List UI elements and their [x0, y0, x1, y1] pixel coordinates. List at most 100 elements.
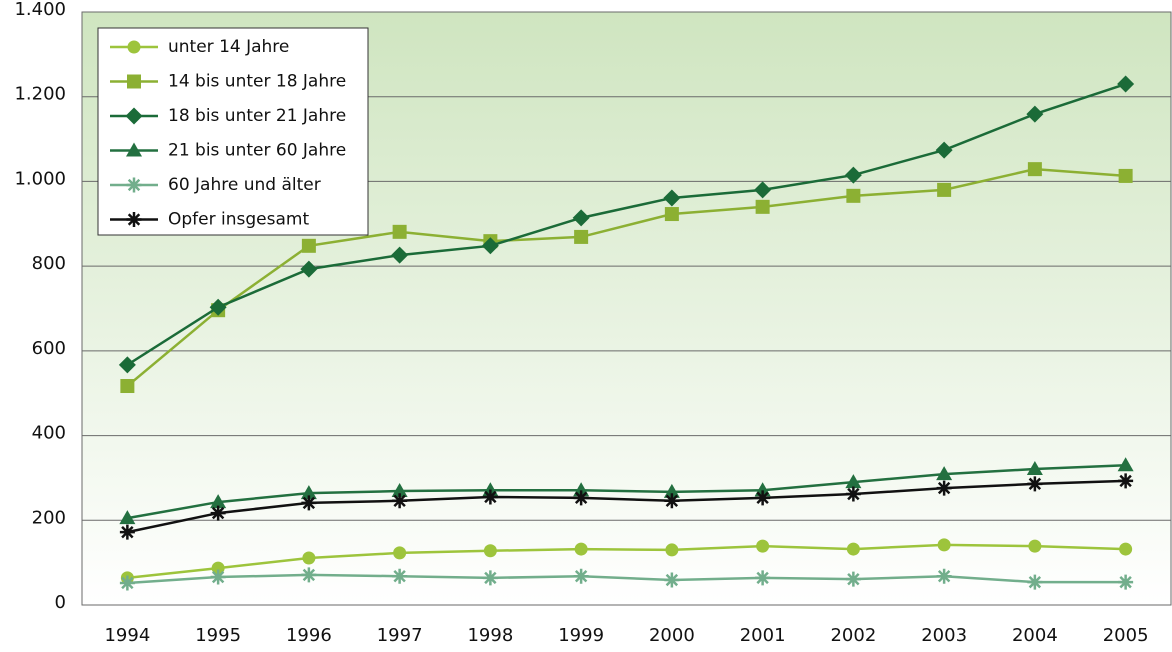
marker: [126, 142, 142, 157]
marker: [482, 489, 498, 505]
marker: [937, 538, 951, 552]
marker: [126, 212, 142, 227]
x-tick-label: 2002: [830, 625, 876, 646]
series-line: [126, 82, 1127, 366]
x-tick-label: 2003: [921, 625, 967, 646]
marker: [301, 495, 317, 511]
x-tick-label: 2004: [1012, 625, 1058, 646]
series-line: [127, 479, 1126, 534]
marker: [1118, 168, 1133, 183]
series-line: [126, 167, 1126, 387]
marker: [300, 485, 317, 500]
marker: [572, 209, 590, 227]
marker: [119, 510, 136, 525]
marker: [664, 493, 680, 509]
marker: [936, 480, 952, 496]
marker: [574, 229, 589, 244]
legend-label: 21 bis unter 60 Jahre: [168, 141, 346, 161]
marker: [1117, 75, 1135, 93]
y-tick-label: 1.200: [14, 84, 66, 105]
x-tick-label: 2001: [740, 625, 786, 646]
marker: [210, 505, 226, 521]
marker: [1026, 461, 1043, 476]
marker: [119, 524, 135, 540]
marker: [663, 189, 681, 207]
marker: [755, 490, 771, 506]
y-tick-label: 600: [32, 338, 66, 359]
marker: [936, 568, 952, 584]
marker: [1026, 105, 1044, 123]
legend-label: 18 bis unter 21 Jahre: [168, 106, 346, 126]
series-line: [127, 463, 1126, 520]
y-tick-label: 800: [32, 253, 66, 274]
marker: [392, 493, 408, 509]
marker: [393, 546, 407, 560]
marker: [126, 177, 142, 193]
marker: [210, 569, 226, 585]
marker: [573, 568, 589, 584]
legend-label: 14 bis unter 18 Jahre: [168, 72, 346, 92]
marker: [936, 466, 953, 481]
marker: [756, 539, 770, 553]
legend-label: unter 14 Jahre: [168, 37, 289, 57]
marker: [120, 379, 135, 394]
y-tick-label: 400: [32, 423, 66, 444]
y-tick-label: 1.400: [14, 0, 66, 20]
marker: [483, 544, 497, 558]
marker: [210, 494, 227, 509]
x-tick-label: 2005: [1103, 625, 1149, 646]
marker: [845, 486, 861, 502]
marker: [391, 246, 409, 264]
marker: [391, 483, 408, 498]
marker: [482, 570, 498, 586]
marker: [1117, 457, 1134, 472]
marker: [1118, 473, 1134, 489]
marker: [846, 188, 861, 203]
marker: [935, 141, 953, 159]
y-tick-label: 0: [55, 592, 66, 613]
marker: [665, 543, 679, 557]
marker: [754, 181, 772, 199]
marker: [1118, 574, 1134, 590]
marker: [118, 356, 136, 374]
marker: [481, 237, 499, 255]
marker: [574, 542, 588, 556]
marker: [937, 182, 952, 197]
marker: [1027, 162, 1042, 177]
y-tick-label: 200: [32, 507, 66, 528]
x-tick-label: 1999: [558, 625, 604, 646]
series-line: [127, 573, 1126, 585]
marker: [1119, 542, 1133, 556]
marker: [392, 224, 407, 239]
legend-label: Opfer insgesamt: [168, 210, 309, 230]
marker: [1027, 476, 1043, 492]
marker: [845, 474, 862, 489]
marker: [301, 567, 317, 583]
legend-label: 60 Jahre und älter: [168, 175, 321, 195]
marker: [755, 199, 770, 214]
marker: [119, 575, 135, 591]
marker: [844, 166, 862, 184]
marker: [1028, 539, 1042, 553]
x-tick-label: 1998: [467, 625, 513, 646]
series-line: [127, 543, 1126, 580]
x-tick-label: 1994: [104, 625, 150, 646]
marker: [127, 74, 141, 89]
marker: [300, 260, 318, 278]
marker: [846, 542, 860, 556]
marker: [1027, 574, 1043, 590]
legend-box: [97, 27, 369, 236]
marker: [127, 40, 141, 54]
x-tick-label: 1996: [286, 625, 332, 646]
x-tick-label: 1995: [195, 625, 241, 646]
x-tick-label: 2000: [649, 625, 695, 646]
marker: [755, 570, 771, 586]
marker: [302, 551, 316, 565]
marker: [125, 107, 143, 125]
marker: [392, 568, 408, 584]
marker: [845, 571, 861, 587]
marker: [211, 561, 225, 575]
marker: [664, 572, 680, 588]
marker: [573, 490, 589, 506]
